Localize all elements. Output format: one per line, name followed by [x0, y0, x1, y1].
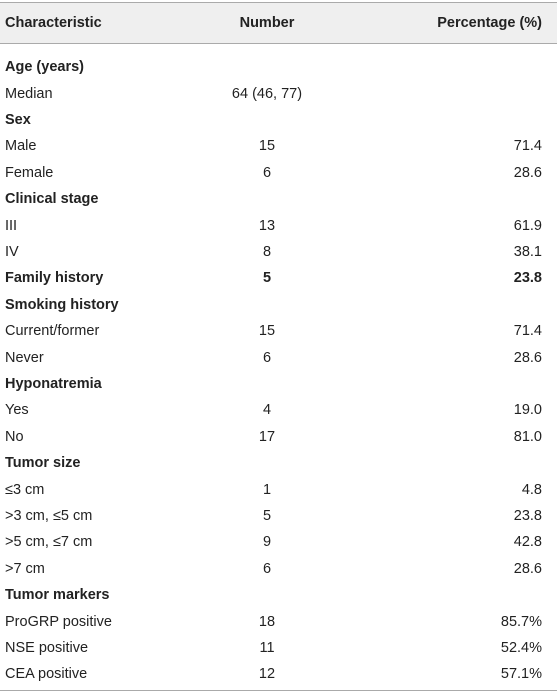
header-cell: Percentage (%)	[437, 15, 542, 31]
cell: ≤3 cm	[5, 481, 45, 498]
bottom-rule	[0, 690, 557, 691]
cell: >7 cm	[5, 560, 45, 577]
cell: Sex	[5, 111, 31, 128]
cell: 18	[258, 613, 276, 630]
cell: Tumor size	[5, 455, 81, 472]
cell: Male	[5, 138, 37, 155]
section-row: Clinical stage	[0, 186, 557, 212]
cell: NSE positive	[5, 639, 89, 656]
cell: 5	[262, 507, 272, 524]
cell: Age (years)	[5, 59, 84, 76]
section-row: Age (years)	[0, 54, 557, 80]
cell: 6	[262, 349, 272, 366]
cell: Clinical stage	[5, 191, 99, 208]
cell: Smoking history	[5, 296, 119, 313]
cell: 4.8	[521, 481, 542, 498]
cell: Never	[5, 349, 44, 366]
data-row: Median 64 (46, 77)	[0, 80, 557, 106]
data-row: Yes 4 19.0	[0, 397, 557, 423]
cell: 9	[262, 534, 272, 551]
cell: IV	[5, 243, 19, 260]
section-row: Hyponatremia	[0, 371, 557, 397]
cell: 71.4	[513, 138, 542, 155]
cell: 71.4	[513, 323, 542, 340]
cell: 42.8	[513, 534, 542, 551]
cell: 6	[262, 560, 272, 577]
cell: Female	[5, 164, 54, 181]
section-row: Family history 5 23.8	[0, 265, 557, 291]
cell: 28.6	[513, 560, 542, 577]
cell: >3 cm, ≤5 cm	[5, 507, 93, 524]
cell: 11	[259, 639, 275, 656]
cell: Median	[5, 85, 53, 102]
cell: No	[5, 428, 24, 445]
cell: 19.0	[513, 402, 542, 419]
cell: Current/former	[5, 323, 100, 340]
cell: 61.9	[513, 217, 542, 234]
section-row: Sex	[0, 107, 557, 133]
cell: 52.4%	[500, 639, 542, 656]
header-cell: Number	[239, 15, 295, 31]
cell: Tumor markers	[5, 587, 110, 604]
cell: 57.1%	[500, 666, 542, 683]
cell: 64 (46, 77)	[231, 85, 303, 102]
cell: 38.1	[513, 243, 542, 260]
cell: 28.6	[513, 349, 542, 366]
data-row: Female 6 28.6	[0, 160, 557, 186]
data-row: >7 cm 6 28.6	[0, 556, 557, 582]
cell: ProGRP positive	[5, 613, 112, 630]
data-row: ≤3 cm 1 4.8	[0, 476, 557, 502]
section-row: Tumor markers	[0, 582, 557, 608]
cell: 17	[258, 428, 276, 445]
header-row: Characteristic Number Percentage (%)	[0, 2, 557, 44]
cell: 23.8	[513, 507, 542, 524]
data-row: CEA positive 12 57.1%	[0, 661, 557, 687]
cell: 1	[262, 481, 272, 498]
cell: >5 cm, ≤7 cm	[5, 534, 93, 551]
data-row: Current/former 15 71.4	[0, 318, 557, 344]
section-row: Smoking history	[0, 292, 557, 318]
header-cell: Characteristic	[5, 15, 102, 31]
data-row: No 17 81.0	[0, 424, 557, 450]
cell: 12	[258, 666, 276, 683]
data-row: >3 cm, ≤5 cm 5 23.8	[0, 503, 557, 529]
cell: 15	[258, 138, 276, 155]
cell: 13	[258, 217, 276, 234]
cell: 8	[262, 243, 272, 260]
cell: 15	[258, 323, 276, 340]
cell: CEA positive	[5, 666, 88, 683]
cell: 4	[262, 402, 272, 419]
cell: Yes	[5, 402, 29, 419]
data-row: ProGRP positive 18 85.7%	[0, 608, 557, 634]
data-row: >5 cm, ≤7 cm 9 42.8	[0, 529, 557, 555]
cell: 23.8	[513, 270, 542, 287]
data-row: Male 15 71.4	[0, 133, 557, 159]
cell: Hyponatremia	[5, 375, 102, 392]
data-row: Never 6 28.6	[0, 344, 557, 370]
cell: 28.6	[513, 164, 542, 181]
cell: 81.0	[513, 428, 542, 445]
data-row: NSE positive 11 52.4%	[0, 635, 557, 661]
data-row: IV 8 38.1	[0, 239, 557, 265]
cell: 5	[262, 270, 272, 287]
cell: III	[5, 217, 18, 234]
cell: 6	[262, 164, 272, 181]
section-row: Tumor size	[0, 450, 557, 476]
data-row: III 13 61.9	[0, 212, 557, 238]
cell: Family history	[5, 270, 104, 287]
cell: 85.7%	[500, 613, 542, 630]
